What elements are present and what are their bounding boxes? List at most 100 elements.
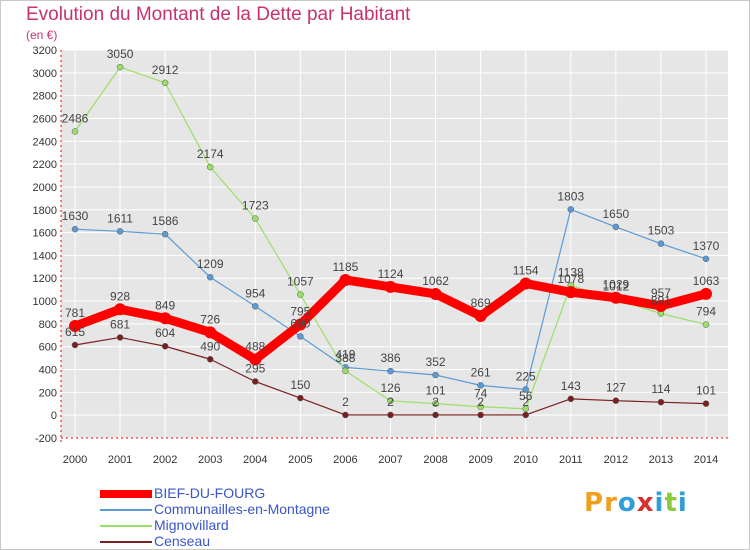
data-label-2: 74 [474, 387, 488, 401]
data-label-2: 3050 [107, 47, 134, 61]
x-tick-label: 2000 [63, 454, 87, 466]
data-point-2 [702, 321, 710, 328]
x-tick-label: 2006 [333, 454, 357, 466]
legend-label-censeau: Censeau [154, 533, 211, 549]
data-label-1: 1503 [648, 224, 675, 238]
data-label-1: 352 [426, 355, 446, 369]
data-label-1: 1586 [152, 214, 179, 228]
data-point-3 [116, 334, 124, 341]
x-tick-label: 2005 [288, 454, 312, 466]
y-tick-label: 3000 [33, 68, 57, 80]
data-label-1: 1803 [557, 189, 584, 203]
data-point-1 [297, 333, 304, 340]
data-label-3: 2 [342, 395, 349, 409]
data-point-3 [702, 400, 710, 407]
y-tick-label: 200 [39, 387, 57, 399]
data-point-1 [387, 367, 394, 375]
data-point-0 [474, 310, 487, 323]
data-label-2: 101 [426, 384, 446, 398]
data-label-2: 2486 [62, 111, 89, 125]
legend-swatch-bief-du-fourg [100, 490, 152, 498]
x-tick-label: 2001 [108, 454, 132, 466]
data-point-0 [429, 287, 442, 300]
data-point-3 [432, 411, 439, 419]
data-label-0: 849 [155, 298, 175, 312]
data-point-0 [654, 299, 667, 312]
data-label-3: 681 [110, 317, 130, 331]
y-tick-label: 600 [39, 342, 57, 354]
proxiti-logo: Proxiti [584, 488, 688, 518]
data-label-3: 295 [245, 362, 265, 376]
data-point-0 [339, 273, 352, 286]
data-label-3: 101 [696, 384, 716, 398]
data-point-2 [116, 63, 124, 71]
data-label-1: 954 [245, 286, 265, 300]
data-point-3 [206, 356, 214, 363]
data-point-0 [249, 353, 262, 366]
y-tick-label: 1400 [33, 250, 57, 262]
data-point-1 [432, 371, 439, 379]
logo-letter: P [584, 488, 605, 518]
x-tick-label: 2009 [468, 454, 492, 466]
data-label-3: 490 [200, 339, 220, 353]
y-tick-label: 0 [51, 410, 57, 422]
data-label-2: 1723 [242, 199, 269, 213]
data-label-2: 388 [335, 351, 355, 365]
x-tick-label: 2014 [694, 454, 718, 466]
data-label-2: 1012 [603, 280, 630, 294]
data-label-2: 2912 [152, 63, 179, 77]
data-point-0 [204, 326, 217, 339]
data-label-0: 1154 [513, 263, 539, 277]
data-label-3: 2 [522, 395, 529, 409]
legend-swatch-mignovillard [100, 525, 152, 527]
data-label-0: 795 [290, 304, 310, 318]
chart-subtitle: (en €) [26, 28, 58, 42]
data-point-2 [387, 397, 394, 405]
data-point-1 [702, 255, 710, 263]
data-point-0 [519, 277, 532, 290]
data-point-3 [387, 411, 394, 419]
logo-letter: o [617, 488, 637, 518]
data-label-0: 488 [245, 339, 265, 353]
legend-label-bief-du-fourg: BIEF-DU-FOURG [154, 485, 266, 501]
data-point-0 [564, 286, 577, 299]
data-point-1 [567, 206, 575, 213]
plot-background [61, 50, 728, 438]
data-label-1: 1611 [107, 211, 133, 225]
data-label-1: 1630 [62, 209, 89, 223]
data-point-2 [432, 400, 439, 407]
data-point-1 [116, 228, 124, 235]
data-point-3 [252, 378, 259, 385]
data-point-0 [114, 303, 127, 316]
x-tick-label: 2008 [423, 454, 447, 466]
data-label-3: 143 [561, 379, 581, 393]
data-point-2 [71, 128, 79, 135]
data-point-2 [477, 403, 484, 410]
data-label-3: 2 [477, 395, 484, 409]
data-point-3 [567, 395, 575, 403]
logo-letter: r [604, 488, 618, 518]
y-tick-label: 1600 [33, 228, 57, 240]
x-tick-label: 2003 [198, 454, 222, 466]
legend-swatch-communailles [100, 509, 152, 511]
data-point-1 [161, 230, 169, 238]
data-label-2: 2174 [197, 147, 224, 161]
x-tick-label: 2011 [559, 454, 583, 466]
data-label-3: 150 [290, 378, 310, 392]
data-label-0: 869 [471, 296, 491, 310]
data-point-1 [206, 273, 214, 281]
x-tick-label: 2013 [649, 454, 673, 466]
data-label-2: 891 [651, 293, 671, 307]
data-point-2 [297, 291, 304, 298]
data-label-0: 1029 [603, 278, 630, 292]
x-tick-label: 2007 [378, 454, 402, 466]
data-point-0 [609, 291, 622, 304]
data-label-1: 1209 [197, 257, 224, 271]
data-label-3: 127 [606, 381, 626, 395]
data-point-1 [71, 225, 79, 233]
y-tick-label: 800 [39, 319, 57, 331]
legend-label-mignovillard: Mignovillard [154, 517, 229, 533]
logo-letter: i [677, 488, 688, 518]
logo-letter: t [664, 488, 678, 518]
